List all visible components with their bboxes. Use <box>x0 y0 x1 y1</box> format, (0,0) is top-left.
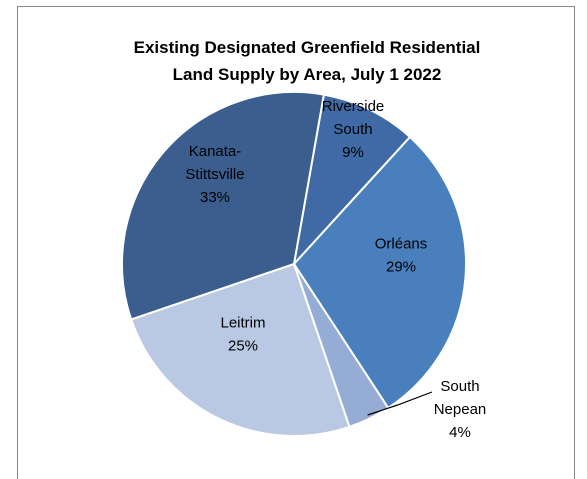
slice-name-label: South <box>333 121 372 138</box>
slice-name-label: Riverside <box>322 98 385 115</box>
slice-percent-label: 29% <box>386 259 416 276</box>
pie-slice-riverside-south <box>292 93 412 268</box>
slice-name-label: South <box>440 378 479 395</box>
pie-slice-leitrim <box>129 262 351 437</box>
pie-slices <box>121 91 467 437</box>
slice-percent-label: 33% <box>200 189 230 206</box>
slice-name-label: Leitrim <box>220 315 265 332</box>
pie-slice-orl-ans <box>292 135 467 410</box>
slice-percent-label: 4% <box>449 424 471 441</box>
pie-slice-kanata-stittsville <box>121 91 326 321</box>
slice-name-label: Stittsville <box>185 166 244 183</box>
slice-name-label: Orléans <box>375 236 428 253</box>
leader-line <box>367 391 433 416</box>
slice-percent-label: 9% <box>342 144 364 161</box>
pie-labels: Riverside South 9% Orléans 29% South Nepean 4% L… <box>185 98 486 441</box>
chart-title-line-2: Land Supply by Area, July 1 2022 <box>173 65 442 84</box>
chart-title-line-1: Existing Designated Greenfield Residenti… <box>134 38 481 57</box>
slice-name-label: Kanata- <box>189 143 242 160</box>
slice-name-label: Nepean <box>434 401 487 418</box>
slice-percent-label: 25% <box>228 338 258 355</box>
